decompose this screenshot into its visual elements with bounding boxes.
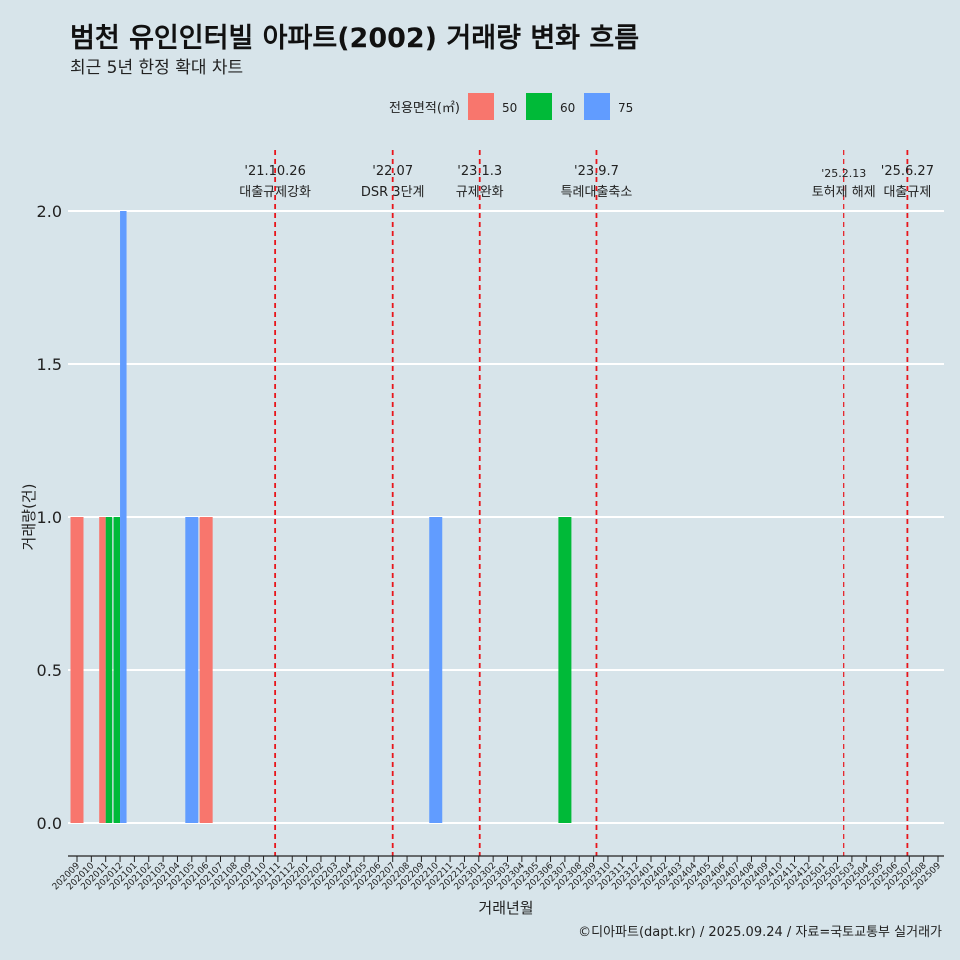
legend-title: 전용면적(㎡) [389,101,460,116]
bars [70,211,572,823]
y-axis: 0.0 0.5 1.0 1.5 2.0 [37,202,62,833]
x-axis-label: 거래년월 [478,899,533,917]
chart-subtitle: 최근 5년 한정 확대 차트 [70,58,244,78]
bar-60-202011 [105,517,113,823]
legend-label-75: 75 [618,101,633,115]
event-date-label: '22.07 [372,164,413,179]
legend-label-50: 50 [502,101,517,115]
y-tick-label: 1.0 [37,508,62,527]
event-name-label: 대출규제 [883,185,931,200]
legend: 전용면적(㎡) 50 60 75 [389,93,633,120]
legend-label-60: 60 [560,101,575,115]
event-name-label: 대출규제강화 [239,185,311,200]
event-date-label: '23.9.7 [574,164,619,179]
bar-60-202307 [558,517,572,823]
source-caption: ©디아파트(dapt.kr) / 2025.09.24 / 자료=국토교통부 실… [578,925,942,940]
y-tick-label: 0.0 [37,814,62,833]
x-axis: 2020092020102020112020122021012021022021… [51,855,944,892]
bar-75-202012 [120,211,127,823]
legend-swatch-60 [526,93,552,120]
legend-swatch-50 [468,93,494,120]
bar-75-202210 [429,517,443,823]
event-name-label: 토허제 해제 [812,185,876,200]
legend-swatch-75 [584,93,610,120]
event-name-label: 규제완화 [456,185,504,200]
bar-50-202009 [70,517,84,823]
event-name-label: 특례대출축소 [561,185,633,200]
event-name-label: DSR 3단계 [361,185,425,200]
bar-50-202106 [199,517,213,823]
event-date-label: '23.1.3 [457,164,502,179]
chart-title: 범천 유인인터빌 아파트(2002) 거래량 변화 흐름 [70,23,640,54]
event-date-label: '25.6.27 [881,164,934,179]
event-lines: '21.10.26 대출규제강화 '22.07 DSR 3단계 '23.1.3 규제완화 '… [239,150,934,856]
y-axis-label: 거래량(건) [20,484,38,551]
event-date-label: '25.2.13 [821,167,866,180]
bar-75-202105 [185,517,199,823]
y-tick-label: 0.5 [37,661,62,680]
bar-50-202011 [99,517,106,823]
y-tick-label: 2.0 [37,202,62,221]
y-tick-label: 1.5 [37,355,62,374]
grid [68,210,944,824]
bar-60-202012 [113,517,121,823]
event-date-label: '21.10.26 [244,164,305,179]
